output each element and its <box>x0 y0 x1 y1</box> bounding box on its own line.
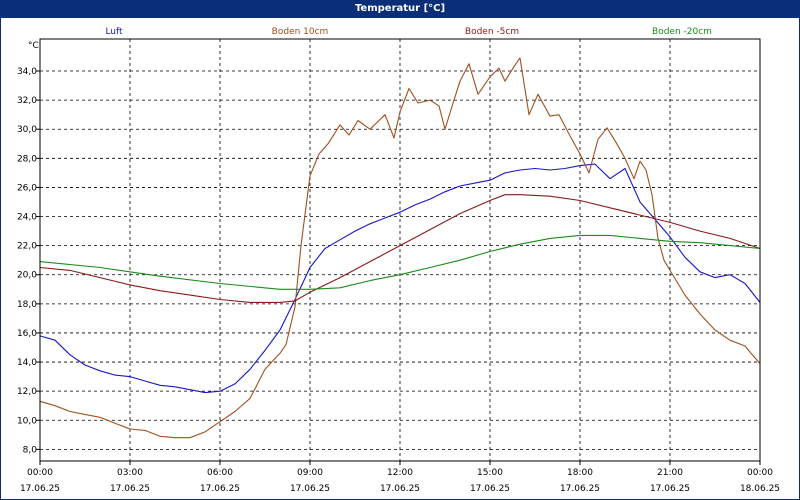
x-tick-date-label: 17.06.25 <box>110 484 150 494</box>
x-tick-time-label: 00:00 <box>27 468 53 478</box>
x-tick-time-label: 00:00 <box>747 468 773 478</box>
y-tick-label: 32,0 <box>17 96 37 106</box>
series-line <box>39 57 761 439</box>
series-line <box>39 234 761 290</box>
x-tick-time-label: 18:00 <box>567 468 593 478</box>
y-tick-label: 14,0 <box>17 358 37 368</box>
y-tick-label: 18,0 <box>17 300 37 310</box>
y-tick-label: 26,0 <box>17 183 37 193</box>
y-tick-label: 16,0 <box>17 329 37 339</box>
x-tick-time-label: 03:00 <box>117 468 143 478</box>
x-tick-time-label: 21:00 <box>657 468 683 478</box>
chart-title: Temperatur [°C] <box>0 0 800 17</box>
y-tick-label: 10,0 <box>17 416 37 426</box>
y-tick-label: 8,0 <box>23 445 38 455</box>
y-tick-label: 30,0 <box>17 125 37 135</box>
x-tick-date-label: 17.06.25 <box>200 484 240 494</box>
y-tick-label: 12,0 <box>17 387 37 397</box>
x-tick-date-label: 17.06.25 <box>290 484 330 494</box>
x-tick-date-label: 17.06.25 <box>20 484 60 494</box>
legend-entry: Boden 10cm <box>272 27 329 37</box>
x-tick-date-label: 17.06.25 <box>380 484 420 494</box>
y-tick-label: 20,0 <box>17 271 37 281</box>
x-tick-date-label: 17.06.25 <box>650 484 690 494</box>
legend-entry: Boden -20cm <box>652 27 712 37</box>
y-tick-label: 22,0 <box>17 242 37 252</box>
y-tick-label: 28,0 <box>17 154 37 164</box>
y-axis-unit-label: °C <box>28 41 39 51</box>
x-tick-time-label: 15:00 <box>477 468 503 478</box>
x-tick-date-label: 17.06.25 <box>470 484 510 494</box>
plot-border <box>39 38 761 462</box>
series-line <box>39 194 761 303</box>
x-tick-time-label: 06:00 <box>207 468 233 478</box>
legend-entry: Luft <box>105 27 123 37</box>
series-line <box>39 163 761 394</box>
x-tick-time-label: 12:00 <box>387 468 413 478</box>
x-tick-date-label: 18.06.25 <box>740 484 780 494</box>
x-tick-date-label: 17.06.25 <box>560 484 600 494</box>
x-tick-time-label: 09:00 <box>297 468 323 478</box>
y-tick-label: 24,0 <box>17 213 37 223</box>
legend-entry: Boden -5cm <box>465 27 519 37</box>
y-tick-label: 34,0 <box>17 67 37 77</box>
